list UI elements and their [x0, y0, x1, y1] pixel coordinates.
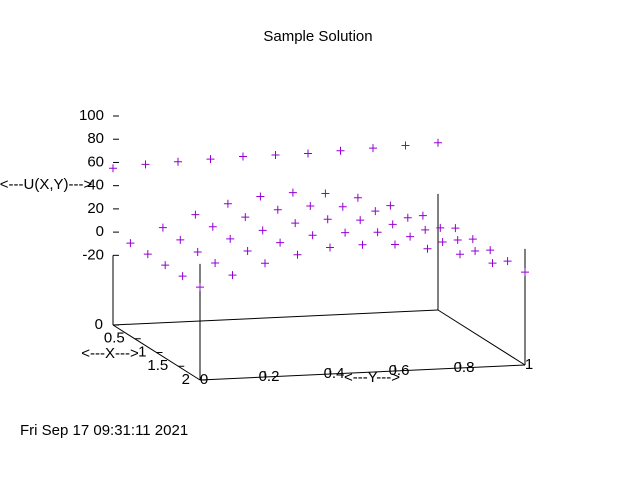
data-point — [371, 207, 380, 216]
z-tick-label: 80 — [87, 130, 104, 147]
data-point — [418, 211, 427, 220]
data-point — [401, 141, 410, 150]
data-point — [243, 247, 252, 256]
data-point — [223, 199, 232, 208]
data-point — [386, 201, 395, 210]
data-point — [308, 231, 317, 240]
y-tick-label: 0.4 — [324, 365, 345, 382]
data-point — [391, 240, 399, 249]
y-tick-label: 0 — [200, 371, 208, 388]
data-point — [141, 160, 150, 169]
data-point — [471, 247, 480, 255]
z-tick-label: 40 — [87, 177, 104, 194]
z-tick-label: 0 — [96, 223, 104, 240]
data-point — [388, 220, 397, 229]
data-point — [174, 157, 182, 166]
data-point — [423, 244, 432, 253]
data-point — [486, 246, 495, 255]
data-point — [208, 222, 217, 231]
x-tick-label: 1 — [138, 343, 146, 360]
x-tick-label: 0.5 — [104, 330, 125, 347]
data-point — [271, 150, 280, 159]
data-point — [488, 259, 497, 268]
data-point — [239, 152, 247, 161]
data-point — [453, 236, 462, 244]
data-point — [143, 250, 152, 259]
data-point — [353, 193, 362, 202]
z-tick-label: 60 — [87, 153, 104, 170]
data-point — [288, 188, 297, 197]
data-point — [436, 223, 445, 232]
data-point — [191, 210, 200, 219]
data-point — [109, 164, 117, 173]
data-point — [321, 189, 330, 198]
data-point — [338, 202, 347, 211]
data-point — [276, 238, 285, 247]
data-point — [226, 234, 235, 243]
data-point — [403, 213, 412, 222]
box-edge — [112, 309, 439, 326]
data-point — [196, 283, 204, 292]
y-tick-label: 0.8 — [454, 359, 475, 376]
data-point — [434, 138, 442, 147]
data-point — [369, 144, 377, 153]
data-point — [241, 213, 250, 222]
y-tick-label: 0.2 — [259, 368, 280, 385]
data-point — [206, 155, 215, 164]
data-point — [421, 225, 430, 234]
data-point — [468, 235, 477, 244]
data-point — [326, 243, 334, 252]
x-tick-label: 2 — [182, 371, 190, 388]
data-point — [356, 216, 365, 225]
data-point — [291, 219, 300, 228]
y-tick-label: 1 — [525, 356, 533, 373]
data-point — [126, 239, 135, 248]
data-point — [406, 232, 415, 241]
z-tick-label: 20 — [87, 200, 104, 217]
data-point — [193, 248, 202, 256]
x-tick-label: 1.5 — [147, 357, 168, 374]
z-tick-label: 100 — [79, 107, 104, 124]
timestamp: Fri Sep 17 09:31:11 2021 — [20, 422, 188, 439]
data-point — [306, 201, 315, 210]
data-point — [273, 205, 282, 214]
data-point — [228, 271, 237, 280]
data-point — [178, 272, 187, 281]
data-point — [438, 238, 447, 247]
data-point — [358, 240, 367, 249]
data-point — [451, 224, 460, 233]
data-point — [161, 261, 170, 270]
data-point — [336, 146, 345, 155]
data-point — [176, 235, 185, 244]
data-point — [323, 215, 332, 224]
x-tick-label: 0 — [95, 316, 103, 333]
data-point — [293, 250, 302, 259]
y-tick-label: 0.6 — [389, 362, 410, 379]
data-point — [158, 223, 167, 232]
chart-title: Sample Solution — [263, 28, 372, 45]
x-axis-label: <---X---> — [81, 345, 139, 362]
data-point — [341, 228, 350, 237]
data-point — [256, 192, 265, 201]
data-point — [503, 257, 512, 266]
y-axis-label: <---Y---> — [344, 369, 400, 386]
data-point — [261, 259, 269, 268]
data-point — [211, 259, 220, 267]
box-edge — [437, 309, 526, 366]
z-tick-label: -20 — [82, 246, 104, 263]
data-point — [373, 228, 382, 237]
data-point — [258, 226, 267, 235]
box-edge — [199, 364, 526, 381]
data-point — [304, 149, 312, 158]
data-point — [521, 268, 529, 277]
data-point — [456, 250, 464, 259]
z-axis-label: <---U(X,Y)---> — [0, 176, 92, 193]
